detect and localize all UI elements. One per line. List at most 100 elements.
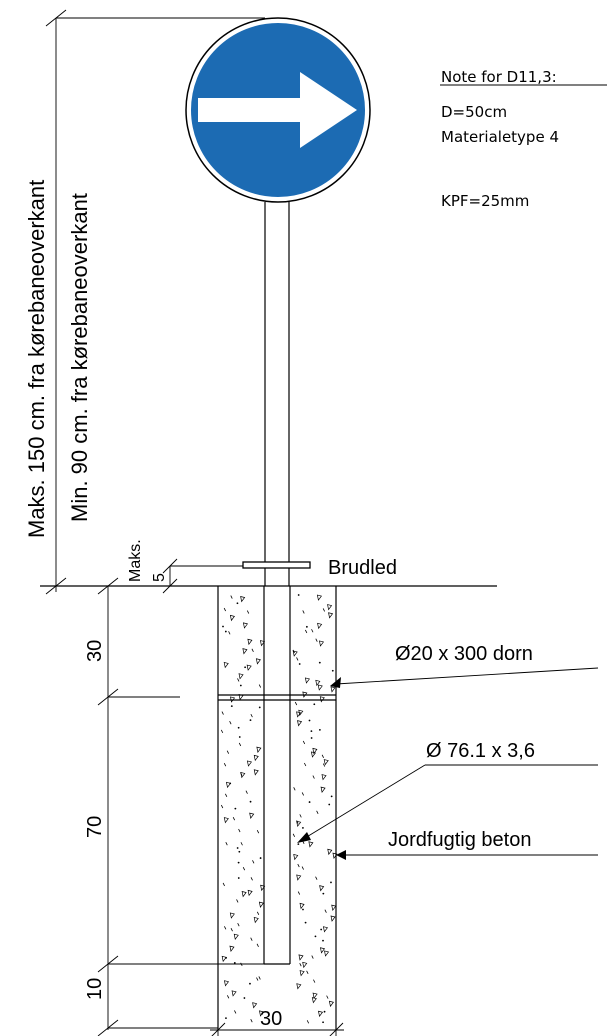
concrete-aggregate [297,843,300,846]
leader-lines [297,84,607,860]
concrete-aggregate [315,679,321,687]
concrete-aggregate [323,759,329,766]
concrete-aggregate [320,947,326,954]
concrete-aggregate [315,638,318,642]
concrete-aggregate [255,658,261,665]
concrete-aggregate [231,990,237,997]
depth-top-label: 30 [84,640,106,662]
concrete-aggregate [304,677,310,684]
concrete-aggregate [258,976,261,980]
concrete-aggregate [299,963,302,967]
concrete-aggregate [258,706,261,709]
note-line-material: Materialetype 4 [441,128,559,146]
concrete-aggregate [292,650,298,657]
concrete-aggregate [221,711,224,715]
concrete-aggregate [321,774,327,781]
concrete-aggregate [234,1010,237,1014]
concrete-aggregate [292,833,296,838]
breakaway-height-dimension [162,558,243,594]
concrete-aggregate [250,877,253,881]
concrete-aggregate [301,866,304,870]
concrete-aggregate [223,607,227,612]
concrete-aggregate [311,955,314,959]
concrete-aggregate [312,992,318,999]
concrete-aggregate [318,1010,324,1018]
concrete-aggregate [302,740,306,745]
concrete-aggregate [230,928,233,932]
buried-pipe [263,586,291,965]
concrete-aggregate [322,939,324,942]
concrete-aggregate [240,596,246,603]
concrete-aggregate [237,726,240,729]
concrete-aggregate [308,841,314,848]
concrete-aggregate [328,1000,334,1008]
concrete-aggregate [260,884,266,892]
concrete-aggregate [332,852,338,859]
concrete-aggregate [312,747,318,755]
concrete-label: Jordfugtig beton [388,829,531,851]
concrete-aggregate [313,979,316,983]
concrete-aggregate [330,881,332,884]
concrete-aggregate [320,786,326,793]
concrete-aggregate [256,830,260,834]
dorn-label: Ø20 x 300 dorn [395,643,533,665]
concrete-aggregate [296,983,302,990]
concrete-aggregate [259,640,266,647]
concrete-aggregate [236,899,239,903]
concrete-aggregate [311,629,314,633]
concrete-aggregate [225,793,228,798]
concrete-aggregate [256,977,259,981]
concrete-aggregate [299,902,305,910]
concrete-aggregate [233,961,236,964]
concrete-aggregate [313,703,316,706]
concrete-aggregate [236,847,239,849]
concrete-aggregate [310,730,313,733]
concrete-foundation [217,586,338,1030]
concrete-aggregate [247,638,253,646]
concrete-aggregate [310,737,313,739]
concrete-aggregate [317,622,323,630]
concrete-aggregate [312,775,315,779]
concrete-aggregate [238,673,244,680]
concrete-aggregate [299,970,305,977]
concrete-aggregate [233,933,239,941]
min-height-label: Min. 90 cm. fra kørebaneoverkant [67,193,92,522]
sign-post [264,202,290,562]
concrete-aggregate [258,684,262,688]
concrete-aggregate [225,1017,227,1020]
concrete-aggregate [315,876,318,880]
concrete-aggregate [238,828,241,833]
concrete-aggregate [302,961,308,969]
concrete-aggregate [324,950,330,957]
concrete-aggregate [249,982,251,985]
concrete-aggregate [323,1010,326,1013]
concrete-aggregate [229,614,235,622]
concrete-aggregate [305,625,308,628]
concrete-aggregate [297,720,303,727]
concrete-aggregate [306,1020,310,1024]
concrete-aggregate [298,954,304,961]
concrete-aggregate [293,853,299,861]
concrete-aggregate [330,915,336,922]
concrete-aggregate [297,594,300,596]
concrete-aggregate [259,857,262,859]
concrete-aggregate [229,720,232,725]
concrete-aggregate [322,763,326,767]
concrete-aggregate [297,891,301,895]
concrete-aggregate [301,792,305,796]
concrete-aggregate [330,795,333,798]
concrete-texture [220,594,338,1024]
concrete-aggregate [221,955,227,963]
concrete-aggregate [308,719,311,722]
maks-value: 5 [151,573,168,582]
concrete-aggregate [258,901,264,908]
concrete-aggregate [253,916,259,924]
concrete-aggregate [241,891,247,898]
concrete-aggregate [331,669,334,672]
concrete-aggregate [229,912,235,919]
concrete-aggregate [223,661,229,669]
concrete-aggregate [321,754,324,759]
concrete-aggregate [311,997,317,1004]
concrete-aggregate [302,610,305,614]
concrete-aggregate [252,860,255,864]
